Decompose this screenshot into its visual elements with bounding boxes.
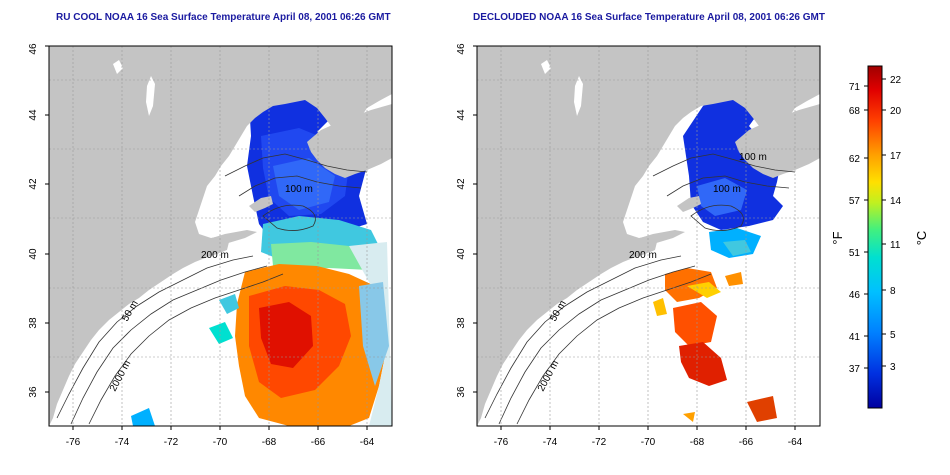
right-map-title: DECLOUDED NOAA 16 Sea Surface Temperatur… xyxy=(473,12,825,23)
right-lat-tick-label: 46 xyxy=(456,43,467,55)
colorbar-c-tick: 20 xyxy=(890,106,902,117)
colorbar-ticks xyxy=(864,78,886,369)
right-lat-tick-label: 40 xyxy=(456,248,467,260)
left-contour-label-200m: 200 m xyxy=(201,250,229,261)
right-lat-tick-label: 44 xyxy=(456,109,467,121)
left-map-title: RU COOL NOAA 16 Sea Surface Temperature … xyxy=(56,12,391,23)
left-lon-tick-label: -72 xyxy=(164,437,179,448)
colorbar-f-tick: 71 xyxy=(849,82,861,93)
left-lat-tick-label: 36 xyxy=(28,386,39,398)
colorbar: 71 68 62 57 51 46 41 37 22 20 17 14 11 8… xyxy=(830,65,929,409)
colorbar-f-labels: 71 68 62 57 51 46 41 37 xyxy=(849,82,861,375)
colorbar-f-tick: 57 xyxy=(849,196,861,207)
colorbar-f-tick: 51 xyxy=(849,248,861,259)
left-lon-tick-label: -68 xyxy=(262,437,277,448)
colorbar-c-tick: 8 xyxy=(890,286,896,297)
left-lon-tick-label: -76 xyxy=(66,437,81,448)
colorbar-f-tick: 62 xyxy=(849,154,861,165)
colorbar-celsius-label: °C xyxy=(914,231,929,246)
left-lat-labels: 36 38 40 42 44 46 xyxy=(28,43,39,398)
colorbar-f-tick: 41 xyxy=(849,332,861,343)
colorbar-c-tick: 5 xyxy=(890,330,896,341)
left-lat-tick-label: 44 xyxy=(28,109,39,121)
right-lon-tick-label: -70 xyxy=(641,437,656,448)
right-lon-tick-label: -76 xyxy=(494,437,509,448)
right-lon-labels: -76 -74 -72 -70 -68 -66 -64 xyxy=(494,437,803,448)
right-lon-tick-label: -68 xyxy=(690,437,705,448)
colorbar-c-tick: 22 xyxy=(890,75,902,86)
right-lon-tick-label: -64 xyxy=(788,437,803,448)
right-lon-tick-label: -66 xyxy=(739,437,754,448)
right-map-panel: 100 m 100 m 200 m 50 m 2000 m xyxy=(476,45,821,427)
colorbar-fahrenheit-label: °F xyxy=(830,231,845,244)
colorbar-c-tick: 3 xyxy=(890,362,896,373)
colorbar-f-tick: 68 xyxy=(849,106,861,117)
left-lat-tick-label: 46 xyxy=(28,43,39,55)
left-lon-tick-label: -74 xyxy=(115,437,130,448)
colorbar-f-tick: 37 xyxy=(849,364,861,375)
left-lon-tick-label: -64 xyxy=(360,437,375,448)
left-lat-tick-label: 40 xyxy=(28,248,39,260)
left-lat-tick-label: 42 xyxy=(28,178,39,190)
colorbar-f-tick: 46 xyxy=(849,290,861,301)
right-sst-field xyxy=(653,76,783,422)
left-lon-labels: -76 -74 -72 -70 -68 -66 -64 xyxy=(66,437,375,448)
right-lat-tick-label: 38 xyxy=(456,317,467,329)
left-contour-label-100m: 100 m xyxy=(285,184,313,195)
right-contour-label-100m: 100 m xyxy=(713,184,741,195)
right-contour-label-200m: 200 m xyxy=(629,250,657,261)
left-sst-field xyxy=(131,58,392,426)
right-lat-tick-label: 42 xyxy=(456,178,467,190)
left-lon-tick-label: -66 xyxy=(311,437,326,448)
colorbar-c-tick: 14 xyxy=(890,196,902,207)
colorbar-c-tick: 11 xyxy=(890,240,901,251)
right-contour-label-100m: 100 m xyxy=(739,152,767,163)
left-lat-tick-label: 38 xyxy=(28,317,39,329)
colorbar-c-tick: 17 xyxy=(890,151,902,162)
left-lon-tick-label: -70 xyxy=(213,437,228,448)
right-axes xyxy=(473,45,796,430)
colorbar-c-labels: 22 20 17 14 11 8 5 3 xyxy=(890,75,902,373)
left-map-panel: 100 m 200 m 50 m 2000 m xyxy=(48,45,393,427)
right-lat-labels: 36 38 40 42 44 46 xyxy=(456,43,467,398)
right-lon-tick-label: -72 xyxy=(592,437,607,448)
right-lat-tick-label: 36 xyxy=(456,386,467,398)
right-lon-tick-label: -74 xyxy=(543,437,558,448)
colorbar-scale xyxy=(867,65,883,409)
left-axes xyxy=(45,45,368,430)
